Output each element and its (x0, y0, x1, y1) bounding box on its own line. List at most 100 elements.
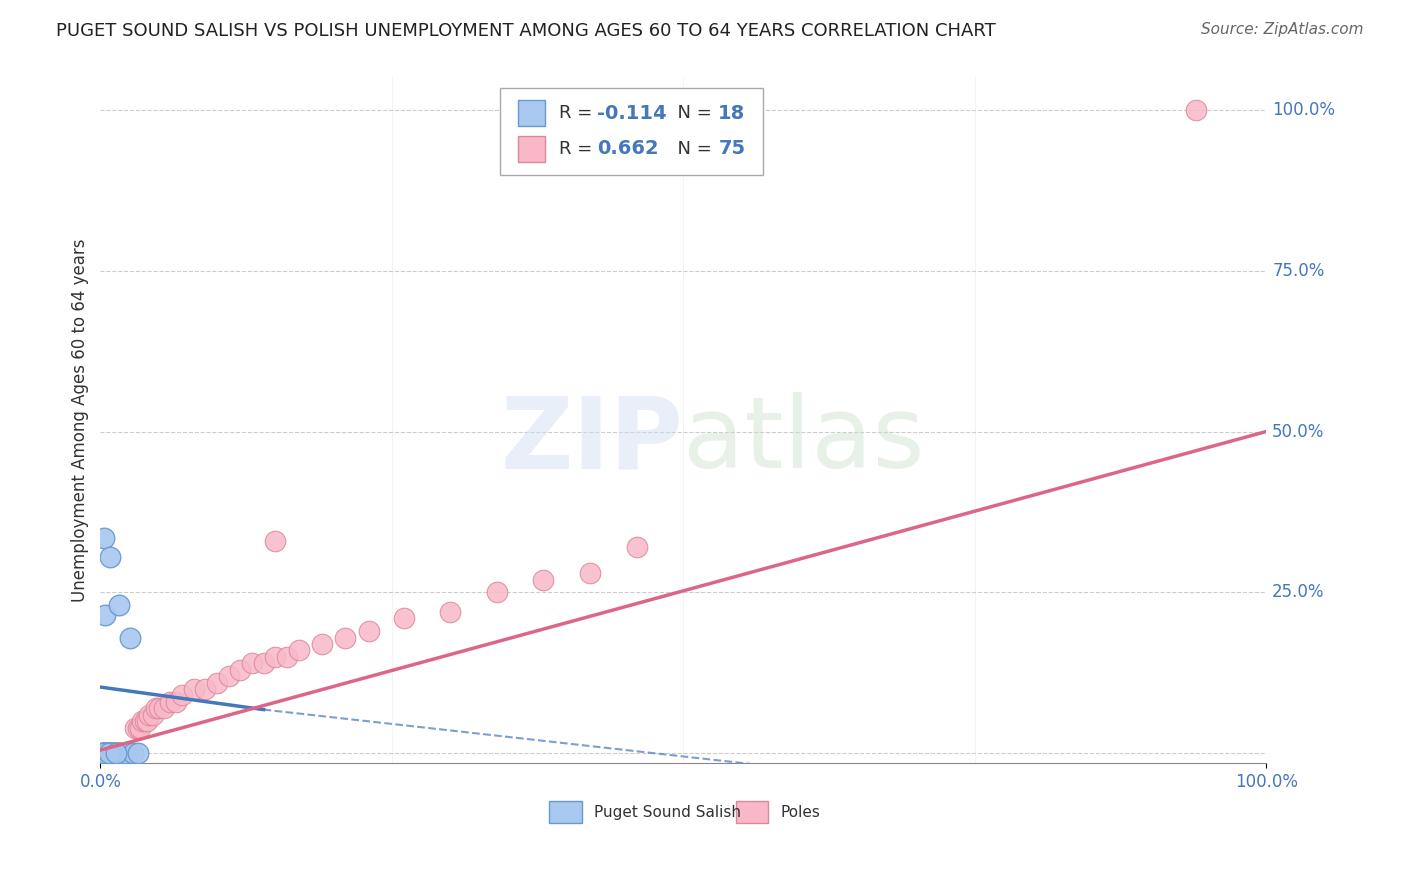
Point (108, 747, 131, 761)
Text: atlas: atlas (683, 392, 925, 490)
Point (103, 747, 125, 761)
Text: ZIP: ZIP (501, 392, 683, 490)
FancyBboxPatch shape (550, 801, 582, 823)
Point (170, 689, 193, 703)
Point (205, 675, 228, 690)
FancyBboxPatch shape (517, 136, 544, 161)
Point (94, 747, 117, 761)
Point (392, 611, 415, 625)
Text: R =: R = (558, 104, 598, 122)
Text: 50.0%: 50.0% (1272, 423, 1324, 441)
Point (264, 649, 287, 664)
Point (264, 533, 287, 548)
Point (115, 747, 138, 761)
Point (183, 681, 205, 696)
Point (93, 747, 115, 761)
Point (115, 747, 138, 761)
Point (165, 695, 187, 709)
Point (485, 585, 508, 599)
Text: 75: 75 (718, 139, 745, 158)
Point (107, 747, 129, 761)
Text: N =: N = (666, 140, 717, 158)
Point (98, 747, 121, 761)
Point (153, 701, 176, 715)
Point (94, 747, 117, 761)
FancyBboxPatch shape (501, 87, 762, 176)
Point (311, 637, 333, 651)
Point (110, 747, 132, 761)
Point (579, 566, 602, 581)
Point (218, 669, 240, 683)
Text: N =: N = (666, 104, 717, 122)
Point (97, 747, 120, 761)
Point (145, 701, 167, 715)
Point (105, 747, 128, 761)
Point (240, 657, 263, 671)
Point (129, 721, 152, 735)
Point (90, 747, 112, 761)
Point (91, 747, 114, 761)
Point (115, 747, 138, 761)
Text: -0.114: -0.114 (598, 103, 666, 122)
Point (136, 714, 159, 729)
Point (108, 747, 131, 761)
Point (142, 707, 165, 722)
Point (96, 747, 118, 761)
Point (101, 747, 124, 761)
Point (252, 657, 274, 671)
Point (134, 714, 156, 729)
Point (97, 747, 120, 761)
Point (114, 747, 136, 761)
Point (100, 747, 122, 761)
Point (131, 714, 153, 729)
Point (94, 607, 117, 622)
Point (110, 747, 132, 761)
Point (118, 747, 141, 761)
Text: 25.0%: 25.0% (1272, 583, 1324, 601)
Point (124, 721, 146, 735)
Y-axis label: Unemployment Among Ages 60 to 64 years: Unemployment Among Ages 60 to 64 years (72, 238, 89, 602)
Point (287, 643, 309, 657)
Point (1185, 103, 1208, 117)
Point (127, 747, 149, 761)
Point (159, 695, 181, 709)
Point (122, 747, 145, 761)
Text: R =: R = (558, 140, 598, 158)
Text: 18: 18 (718, 103, 745, 122)
Point (127, 721, 149, 735)
Point (96, 747, 118, 761)
Point (108, 747, 131, 761)
Point (439, 605, 461, 619)
Point (626, 541, 648, 555)
Text: 100.0%: 100.0% (1272, 101, 1336, 119)
Point (531, 573, 554, 587)
Point (104, 747, 127, 761)
FancyBboxPatch shape (517, 100, 544, 126)
Point (93, 747, 115, 761)
Point (335, 631, 357, 645)
Point (91, 747, 114, 761)
Point (194, 681, 217, 696)
Point (96, 747, 118, 761)
Point (97, 747, 120, 761)
Point (93, 531, 115, 545)
Point (105, 747, 128, 761)
Point (357, 624, 380, 638)
Point (148, 701, 170, 715)
Point (118, 631, 141, 645)
Text: Poles: Poles (780, 805, 820, 820)
Point (103, 747, 125, 761)
Point (104, 747, 127, 761)
Point (107, 747, 129, 761)
Point (111, 747, 134, 761)
Point (101, 747, 124, 761)
Point (103, 747, 125, 761)
FancyBboxPatch shape (735, 801, 769, 823)
Text: PUGET SOUND SALISH VS POLISH UNEMPLOYMENT AMONG AGES 60 TO 64 YEARS CORRELATION : PUGET SOUND SALISH VS POLISH UNEMPLOYMEN… (56, 22, 995, 40)
Point (276, 649, 298, 664)
Point (98, 747, 121, 761)
Point (138, 707, 160, 722)
Point (104, 747, 127, 761)
Point (100, 747, 122, 761)
Text: 0.662: 0.662 (598, 139, 658, 158)
